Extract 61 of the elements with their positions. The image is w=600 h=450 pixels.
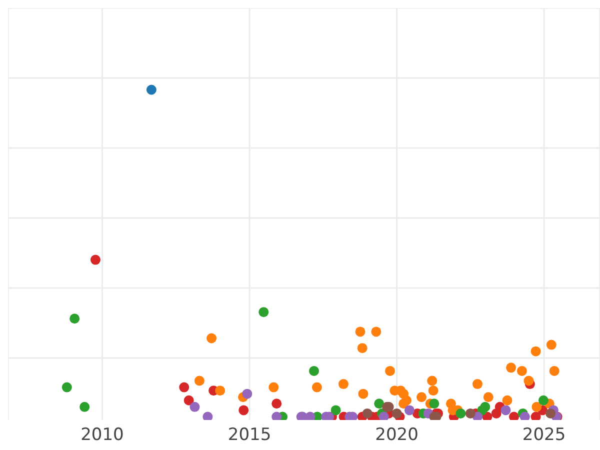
point	[401, 395, 412, 406]
point	[80, 402, 90, 412]
point	[427, 376, 438, 386]
point	[506, 362, 516, 373]
point	[146, 84, 156, 95]
point	[242, 388, 252, 399]
point	[268, 382, 279, 392]
point	[546, 408, 556, 418]
point	[362, 408, 372, 418]
point	[392, 408, 402, 418]
point	[357, 343, 368, 354]
point	[516, 366, 527, 376]
point	[305, 412, 316, 420]
point	[272, 412, 282, 420]
point	[258, 307, 269, 318]
point	[483, 392, 494, 402]
point	[330, 405, 341, 416]
point	[472, 379, 482, 390]
x-tick-label: 2020	[375, 425, 418, 446]
point	[202, 412, 213, 420]
point	[385, 366, 395, 376]
point	[215, 386, 226, 396]
point	[465, 408, 476, 418]
point	[428, 386, 438, 396]
point	[62, 382, 72, 392]
point	[338, 379, 348, 390]
point	[374, 398, 384, 409]
x-tick-label: 2025	[522, 425, 566, 446]
x-tick-label: 2015	[228, 425, 272, 446]
point	[530, 346, 541, 356]
point	[70, 314, 80, 324]
x-tick-label: 2010	[80, 425, 124, 446]
point	[509, 412, 519, 420]
point	[429, 398, 440, 409]
point	[456, 408, 466, 418]
point	[520, 412, 530, 420]
point	[404, 405, 414, 416]
point	[502, 395, 512, 406]
point	[309, 366, 320, 376]
point	[190, 402, 200, 412]
point	[184, 395, 194, 406]
point	[312, 382, 322, 392]
point	[378, 412, 389, 420]
point	[524, 376, 534, 386]
point	[355, 326, 366, 337]
point	[194, 376, 204, 386]
point	[480, 402, 490, 412]
point	[530, 412, 541, 420]
point	[371, 326, 382, 337]
point	[416, 392, 427, 402]
point	[500, 405, 511, 416]
point	[538, 395, 548, 406]
point	[549, 366, 560, 376]
point	[546, 340, 556, 350]
point	[532, 402, 542, 412]
point	[238, 405, 249, 416]
point	[272, 398, 282, 409]
point	[90, 254, 100, 265]
point	[206, 333, 217, 344]
point	[358, 388, 368, 399]
point	[179, 382, 190, 392]
